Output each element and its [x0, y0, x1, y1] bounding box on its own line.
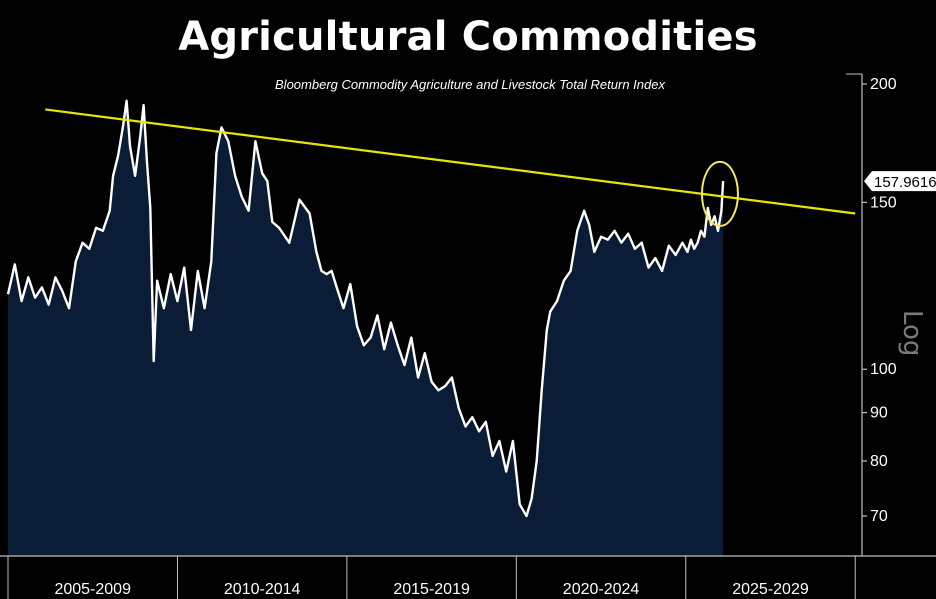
highlight-group: [700, 160, 739, 227]
x-tick-label: 2005-2009: [54, 581, 131, 598]
x-tick-label: 2010-2014: [224, 581, 301, 598]
series-line-group: [6, 99, 725, 518]
y-tick-label: 70: [870, 508, 888, 525]
trendline-group: [45, 108, 856, 215]
chart-subtitle: Bloomberg Commodity Agriculture and Live…: [275, 77, 665, 92]
y-tick-label: 200: [870, 76, 897, 93]
last-value-label: 157.9616: [874, 174, 936, 191]
x-tick-label: 2020-2024: [563, 581, 640, 598]
y-axis-ticks: 70 80 90 100 150 200: [862, 76, 897, 525]
series-line: [6, 99, 725, 518]
highlight-circle: [700, 160, 739, 227]
axes: [0, 73, 936, 557]
y-tick-label: 80: [870, 453, 888, 470]
chart-title: Agricultural Commodities: [178, 14, 758, 60]
resistance-trendline: [45, 108, 856, 215]
log-scale-label: Log: [897, 310, 927, 357]
y-tick-label: 150: [870, 194, 897, 211]
last-value-tag: 157.9616: [864, 171, 936, 192]
y-tick-label: 100: [870, 361, 897, 378]
series-area-fill: [8, 100, 724, 557]
x-tick-label: 2025-2029: [732, 581, 809, 598]
x-axis-ticks: 2005-2009 2010-2014 2015-2019 2020-2024 2025…: [7, 556, 856, 599]
y-tick-label: 90: [870, 405, 888, 422]
series-area: [8, 100, 724, 557]
last-value-tag-box: [864, 171, 936, 192]
x-tick-label: 2015-2019: [393, 581, 470, 598]
